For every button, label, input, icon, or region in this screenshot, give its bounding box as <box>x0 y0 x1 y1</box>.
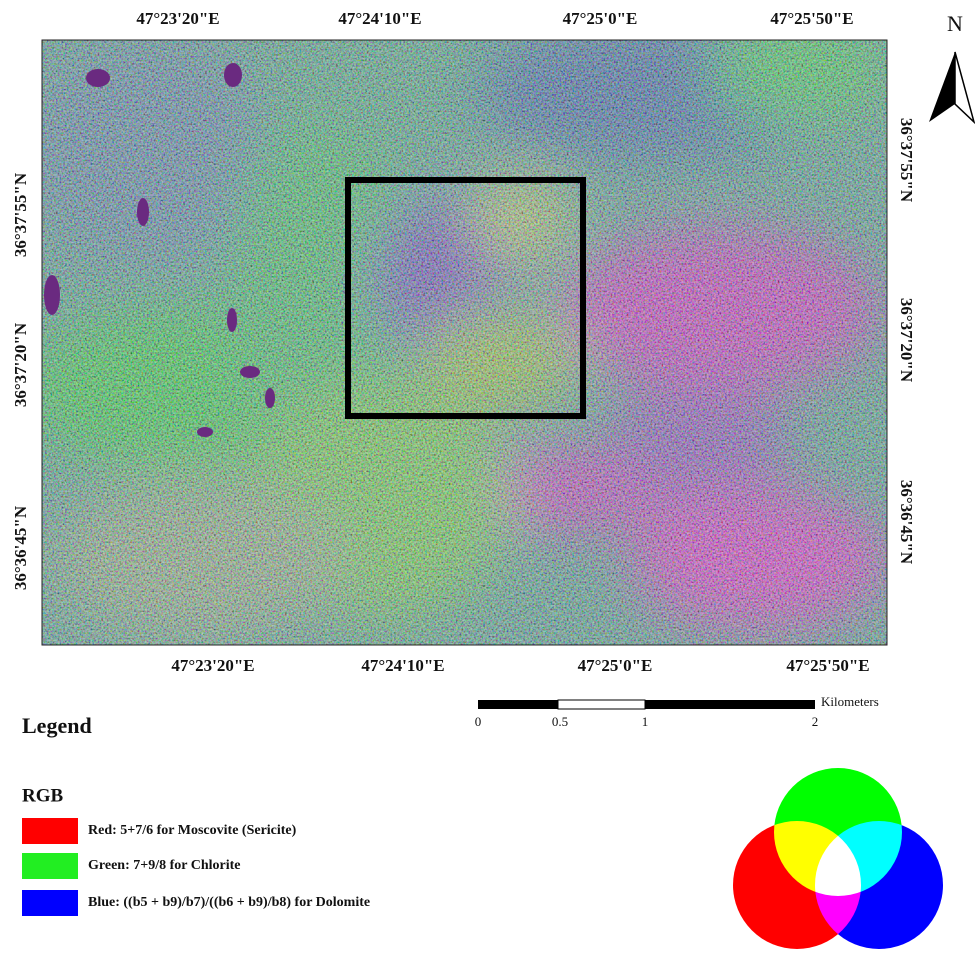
longitude-label: 47°25'0"E <box>578 656 653 675</box>
satellite-image <box>20 20 890 645</box>
longitude-label: 47°24'10"E <box>361 656 444 675</box>
legend-label: Green: 7+9/8 for Chlorite <box>88 858 240 873</box>
legend-swatch <box>22 818 78 844</box>
longitude-label: 47°25'0"E <box>563 9 638 28</box>
legend-swatch <box>22 890 78 916</box>
scale-tick: 2 <box>812 714 819 729</box>
latitude-label: 36°36'45"N <box>897 480 916 565</box>
page: 47°23'20"E 47°24'10"E 47°25'0"E 47°25'50… <box>0 0 975 954</box>
scale-tick: 0 <box>475 714 482 729</box>
longitude-label: 47°25'50"E <box>786 656 869 675</box>
legend-label: Red: 5+7/6 for Moscovite (Sericite) <box>88 823 297 838</box>
longitude-label: 47°23'20"E <box>171 656 254 675</box>
legend-items: Red: 5+7/6 for Moscovite (Sericite) Green… <box>22 818 370 916</box>
latitude-label: 36°37'20"N <box>897 298 916 383</box>
longitude-label: 47°24'10"E <box>338 9 421 28</box>
scale-tick: 1 <box>642 714 649 729</box>
latitude-label: 36°37'55"N <box>897 118 916 203</box>
rgb-venn <box>733 768 943 949</box>
legend-title: Legend <box>22 713 92 738</box>
latitude-label: 36°36'45"N <box>11 505 30 590</box>
scale-unit: Kilometers <box>821 694 879 709</box>
north-label: N <box>947 11 963 36</box>
north-arrow <box>929 52 974 122</box>
legend-swatch <box>22 853 78 879</box>
latitude-label: 36°37'55"N <box>11 172 30 257</box>
longitude-label: 47°25'50"E <box>770 9 853 28</box>
scale-bar <box>478 700 815 709</box>
legend-subtitle: RGB <box>22 785 64 806</box>
legend-label: Blue: ((b5 + b9)/b7)/((b6 + b9)/b8) for … <box>88 895 370 910</box>
longitude-label: 47°23'20"E <box>136 9 219 28</box>
scale-tick: 0.5 <box>552 714 568 729</box>
latitude-label: 36°37'20"N <box>11 322 30 407</box>
